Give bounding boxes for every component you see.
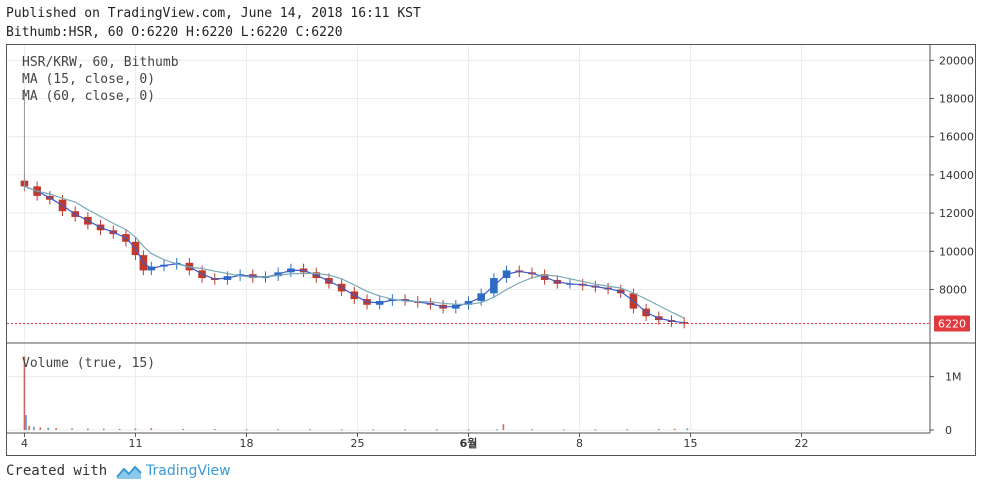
volume-bar [686,428,689,430]
legend-symbol[interactable]: HSR/KRW, 60, Bithumb [22,55,179,70]
volume-bar [47,427,50,430]
volume-bar [277,429,279,431]
x-tick-label: 15 [684,437,698,450]
volume-y-tick-label: 1M [945,371,962,384]
y-tick-label: 14000 [939,169,974,182]
volume-bar [33,426,35,430]
chart-canvas[interactable]: 4 11 18 25 6월 8 15 22 8000 10000 12000 14000 16000 18… [7,45,975,455]
y-tick-label: 18000 [939,92,974,105]
axes-layer: 4 11 18 25 6월 8 15 22 8000 10000 12000 14000 16000 18… [7,45,975,450]
volume-bar [87,428,89,430]
volume-bar [673,428,676,430]
volume-bar [372,429,375,431]
candle-layer [20,88,688,329]
x-tick-label: 22 [795,437,809,450]
x-tick-label: 11 [128,437,142,450]
chart-frame: 4 11 18 25 6월 8 15 22 8000 10000 12000 14000 16000 18… [6,44,976,456]
y-tick-label: 10000 [939,245,974,258]
legend-volume[interactable]: Volume (true, 15) [22,356,156,371]
volume-bar [71,428,73,430]
x-tick-label: 8 [576,437,583,450]
volume-bar [531,429,533,431]
volume-bar [309,429,311,431]
volume-bar [213,429,216,431]
volume-bar [340,429,343,431]
last-price-label: 6220 [938,318,966,331]
tradingview-logo-icon[interactable] [116,464,142,484]
volume-bar [467,429,470,431]
legend-ma60[interactable]: MA (60, close, 0) [22,89,156,104]
volume-bar [658,428,660,430]
volume-bar [404,429,406,431]
last-price-label-bg [934,315,970,332]
volume-bar [23,356,26,430]
x-tick-label: 6월 [460,436,478,450]
volume-bar [134,428,137,430]
volume-bar [55,428,57,430]
volume-bar [435,429,438,431]
published-title: Published on TradingView.com, June 14, 2… [6,6,421,21]
y-tick-label: 20000 [939,54,974,67]
volume-bar [182,428,184,430]
legend-ma15[interactable]: MA (15, close, 0) [22,72,156,87]
volume-bar [28,425,31,430]
created-with-label: Created with [6,463,108,479]
y-tick-label: 12000 [939,207,974,220]
volume-y-tick-label: 0 [945,424,952,437]
volume-bar [150,428,153,430]
volume-bar [25,415,27,430]
volume-layer [23,356,689,431]
x-tick-label: 18 [239,437,253,450]
x-tick-label: 25 [350,437,364,450]
volume-bar [502,424,505,430]
volume-bar [39,427,42,430]
volume-bar [496,429,498,431]
y-tick-label: 8000 [939,284,967,297]
tradingview-brand-link[interactable]: TradingView [146,463,231,479]
volume-bar [626,429,628,431]
y-tick-label: 16000 [939,131,974,144]
volume-bar [118,428,121,430]
volume-bar [594,429,597,431]
volume-bar [562,429,565,431]
ma15-line [24,185,685,324]
volume-bar [102,428,105,430]
volume-bar [245,429,248,431]
ma60-line [24,185,685,319]
ohlc-readout: Bithumb:HSR, 60 O:6220 H:6220 L:6220 C:6… [6,25,343,40]
ma-layer [7,185,930,325]
grid-layer [7,45,930,431]
x-tick-label: 4 [21,437,28,450]
